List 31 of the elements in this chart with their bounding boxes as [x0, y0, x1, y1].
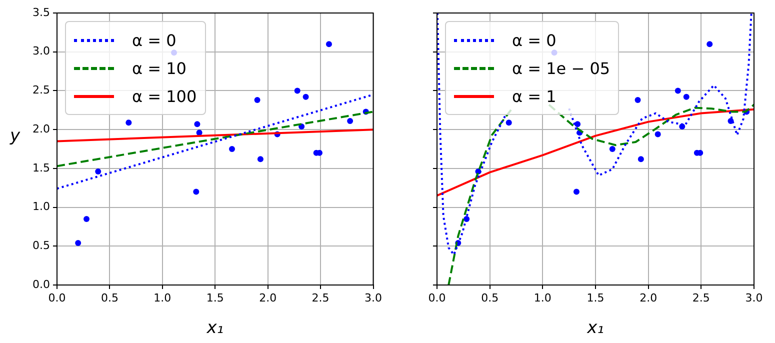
x-tick-label: 3.0: [364, 291, 382, 304]
x-tick-label: 1.0: [534, 291, 552, 304]
x-tick-label: 0.0: [48, 291, 66, 304]
x-tick-label: 0.5: [481, 291, 499, 304]
x-tick-label: 3.0: [745, 291, 763, 304]
legend-label: α = 0: [132, 30, 176, 50]
x-tick-label: 1.0: [154, 291, 172, 304]
legend-label: α = 100: [132, 86, 197, 106]
legend-label: α = 0: [512, 30, 556, 50]
y-tick-label: 3.5: [32, 6, 50, 19]
legend-label: α = 10: [132, 58, 186, 78]
y-tick-label: 0.0: [32, 278, 50, 291]
x-tick-label: 2.5: [692, 291, 710, 304]
x-tick-label: 2.5: [312, 291, 330, 304]
x-tick-label: 0.0: [428, 291, 446, 304]
x-tick-label: 2.0: [259, 291, 277, 304]
y-tick-label: 1.5: [32, 161, 50, 174]
y-axis-title: y: [10, 126, 20, 146]
x-tick-label: 0.5: [100, 291, 118, 304]
legend-label: α = 1: [512, 86, 556, 106]
x-tick-label: 1.5: [586, 291, 604, 304]
y-tick-label: 0.5: [32, 239, 50, 252]
y-tick-label: 2.0: [32, 122, 50, 136]
y-tick-label: 2.5: [32, 84, 50, 97]
x-tick-label: 2.0: [640, 291, 658, 304]
x-tick-label: 1.5: [206, 291, 224, 304]
legend-label: α = 1e − 05: [512, 58, 610, 78]
x-axis-title: x₁: [586, 318, 604, 338]
x-axis-title: x₁: [206, 318, 224, 338]
y-tick-label: 3.0: [32, 44, 50, 58]
y-tick-label: 1.0: [32, 200, 50, 214]
